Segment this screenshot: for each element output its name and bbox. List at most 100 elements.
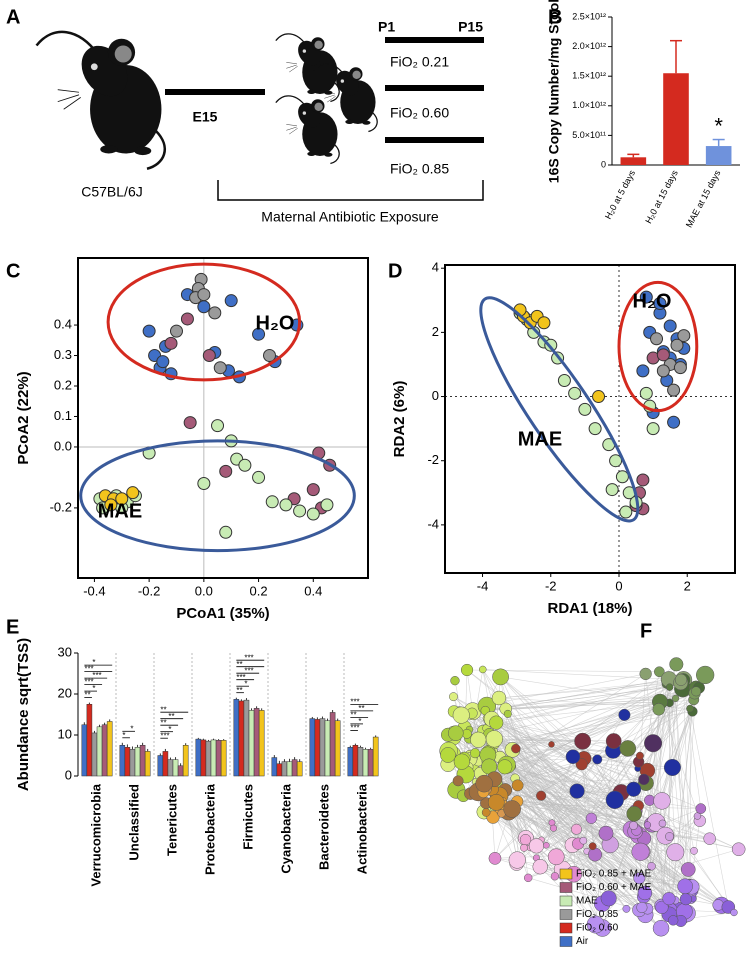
network-node xyxy=(677,878,693,895)
plot-frame xyxy=(444,264,736,574)
significance-mark: ** xyxy=(160,718,166,727)
data-point xyxy=(252,327,266,341)
network-edge xyxy=(500,676,609,899)
network-node xyxy=(658,819,667,828)
network-node xyxy=(450,676,460,686)
network-node xyxy=(579,836,588,845)
network-node xyxy=(585,812,597,824)
significance-mark: *** xyxy=(236,673,245,682)
network-node xyxy=(622,904,631,913)
bar xyxy=(210,739,217,777)
network-node xyxy=(520,843,528,852)
significance-mark: * xyxy=(244,679,247,688)
bar xyxy=(329,712,336,777)
data-point xyxy=(677,329,691,343)
data-point xyxy=(197,477,211,491)
network-edge xyxy=(659,701,701,821)
network-node xyxy=(548,741,555,748)
network-edge xyxy=(494,778,643,853)
network-edge xyxy=(466,679,684,735)
data-point xyxy=(252,470,266,484)
ellipse-label: MAE xyxy=(518,428,562,450)
network-node xyxy=(598,825,614,841)
legend-swatch xyxy=(559,882,573,893)
network-edge xyxy=(498,697,662,907)
network-edge xyxy=(498,682,681,699)
data-point xyxy=(670,338,684,352)
network-edge xyxy=(536,818,592,847)
panel-label: A xyxy=(6,6,20,28)
network-node xyxy=(492,668,509,686)
data-point xyxy=(197,288,211,302)
network-node xyxy=(703,832,716,845)
network-edge xyxy=(515,748,614,751)
network-node xyxy=(643,821,652,829)
x-tick-label: Verrucomicrobia xyxy=(88,783,103,886)
y-tick-label: 0 xyxy=(601,159,606,169)
network-node xyxy=(680,862,696,877)
network-edge xyxy=(572,844,646,916)
time-label: P1 xyxy=(378,19,395,35)
group-ellipse xyxy=(479,296,640,523)
y-tick-label: -0.2 xyxy=(50,499,72,514)
significance-mark: *** xyxy=(244,666,253,675)
y-tick-label: 10 xyxy=(58,726,72,741)
bar xyxy=(347,747,354,777)
y-tick-label: -4 xyxy=(427,516,439,531)
significance-mark: *** xyxy=(84,678,93,687)
mouse-icon xyxy=(275,95,340,165)
data-point xyxy=(224,294,238,308)
network-edge xyxy=(637,711,693,769)
bar xyxy=(291,759,298,777)
y-axis-title: Abundance sqrt(TSS) xyxy=(15,638,32,791)
data-point xyxy=(537,316,551,330)
data-point xyxy=(219,464,233,478)
significance-mark: * xyxy=(92,658,95,667)
network-node xyxy=(461,728,472,739)
network-edge xyxy=(499,795,739,850)
y-tick-label: 1.0×10¹² xyxy=(572,100,606,110)
data-point xyxy=(619,505,633,519)
condition-label: FiO₂ 0.85 xyxy=(390,161,449,177)
network-node xyxy=(479,665,487,674)
y-tick-label: -2 xyxy=(427,452,439,467)
time-label: E15 xyxy=(193,109,218,125)
network-node xyxy=(543,842,550,849)
data-point xyxy=(306,483,320,497)
bar xyxy=(162,751,169,777)
data-point xyxy=(104,498,118,512)
network-node xyxy=(679,893,692,906)
y-tick-label: 5.0×10¹¹ xyxy=(572,130,606,140)
network-edge xyxy=(500,676,661,703)
y-axis-title: 16S Copy Number/mg Stool xyxy=(546,0,562,183)
network-node xyxy=(690,846,698,855)
network-edge xyxy=(551,679,684,745)
network-edge xyxy=(612,750,735,913)
bar xyxy=(276,763,283,777)
network-edge xyxy=(507,713,603,929)
network-node xyxy=(569,783,585,799)
y-tick-label: 1.5×10¹² xyxy=(572,71,606,81)
network-node xyxy=(696,665,715,685)
significance-mark: * xyxy=(358,717,361,726)
y-axis-title: RDA2 (6%) xyxy=(391,381,408,458)
bar xyxy=(139,745,146,777)
significance-mark: ** xyxy=(84,691,90,700)
ellipse-label: H₂O xyxy=(256,312,295,334)
network-node xyxy=(665,683,674,691)
bar xyxy=(243,699,250,777)
bar xyxy=(334,720,341,777)
network-node xyxy=(686,704,694,713)
network-edge xyxy=(602,831,636,929)
x-tick-label: -0.4 xyxy=(83,583,105,598)
y-tick-label: 20 xyxy=(58,685,72,700)
network xyxy=(439,657,746,937)
bar xyxy=(129,749,136,777)
network-node xyxy=(638,773,650,786)
data-point xyxy=(115,492,129,506)
network-edge xyxy=(486,727,686,887)
bar xyxy=(309,718,316,777)
x-tick-label: Bacteroidetes xyxy=(316,784,331,870)
bar xyxy=(167,759,174,777)
